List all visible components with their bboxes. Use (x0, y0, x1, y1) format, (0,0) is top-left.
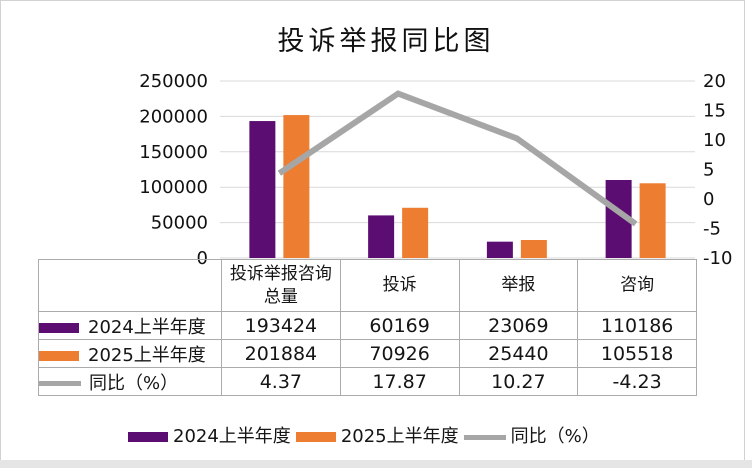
value-cell: -4.23 (577, 367, 697, 396)
value-cell: 110186 (577, 311, 697, 340)
legend-series-label: 同比（%） (510, 426, 600, 447)
left-axis-tick-label: 0 (197, 248, 208, 269)
chart-frame[interactable]: 投诉举报同比图 250000 200000 150000 100000 50000 0 20… (0, 0, 745, 460)
chart-title: 投诉举报同比图 (277, 26, 495, 57)
legend-series-label: 2025上半年度 (340, 426, 459, 447)
bar-series-1-cat-2 (368, 215, 395, 258)
right-axis-tick-label: 0 (703, 189, 714, 210)
bar-series-2-cat-4 (639, 183, 666, 258)
category-header-4: 咨询 (577, 259, 697, 312)
legend-line-swatch (39, 381, 81, 386)
line-series (277, 90, 638, 227)
chart-legend: 2024上半年度 2025上半年度 同比（%） (128, 428, 600, 446)
value-cell: 70926 (339, 339, 460, 368)
left-axis-tick-label: 150000 (139, 142, 208, 163)
right-axis-tick-label: -5 (703, 219, 721, 240)
value-cell: 23069 (458, 311, 579, 340)
value-cell: 193424 (221, 311, 341, 340)
series-name-label: 2024上半年度 (88, 316, 206, 338)
left-axis-tick-label: 100000 (139, 177, 208, 198)
series-name-label: 同比（%） (89, 372, 179, 394)
value-cell: 60169 (339, 311, 460, 340)
series-row-header: 2024上半年度 (38, 311, 222, 340)
right-axis-tick-label: 20 (703, 71, 726, 92)
left-axis-tick-label: 250000 (139, 71, 208, 92)
legend-bar-swatch (128, 432, 168, 442)
right-axis-tick-label: -10 (703, 248, 732, 269)
value-cell: 17.87 (339, 367, 460, 396)
category-header-1: 投诉举报咨询总量 (221, 259, 341, 312)
legend-bar-swatch (39, 322, 79, 333)
value-cell: 201884 (221, 339, 341, 368)
bar-series-2-cat-1 (283, 115, 310, 258)
background-strip (0, 460, 752, 468)
series-row-header: 同比（%） (38, 367, 222, 396)
category-header-2: 投诉 (339, 259, 460, 312)
legend-bar-swatch (295, 432, 336, 442)
value-cell: 4.37 (221, 367, 341, 396)
right-axis-tick-label: 5 (703, 160, 714, 181)
right-axis-tick-label: 10 (703, 130, 726, 151)
series-row-header: 2025上半年度 (38, 339, 222, 368)
bar-series-2-cat-3 (520, 239, 547, 258)
legend-line-swatch (463, 434, 506, 440)
chart-data-table: 投诉举报咨询总量 投诉 举报 咨询 2024上半年度 193424 60169 23069 11… (38, 259, 697, 396)
series-name-label: 2025上半年度 (88, 344, 206, 366)
left-axis-tick-label: 200000 (139, 106, 208, 127)
bar-series-2-cat-2 (402, 207, 429, 258)
right-axis-tick-label: 15 (703, 101, 726, 122)
left-axis-tick-label: 50000 (151, 213, 208, 234)
bar-series-1-cat-1 (249, 121, 276, 258)
legend-series-label: 2024上半年度 (173, 426, 291, 447)
value-cell: 10.27 (458, 367, 579, 396)
table-corner-blank (38, 259, 222, 312)
category-header-3: 举报 (458, 259, 579, 312)
value-cell: 25440 (458, 339, 579, 368)
legend-bar-swatch (39, 350, 79, 361)
value-cell: 105518 (577, 339, 697, 368)
bar-series-1-cat-3 (486, 241, 513, 258)
